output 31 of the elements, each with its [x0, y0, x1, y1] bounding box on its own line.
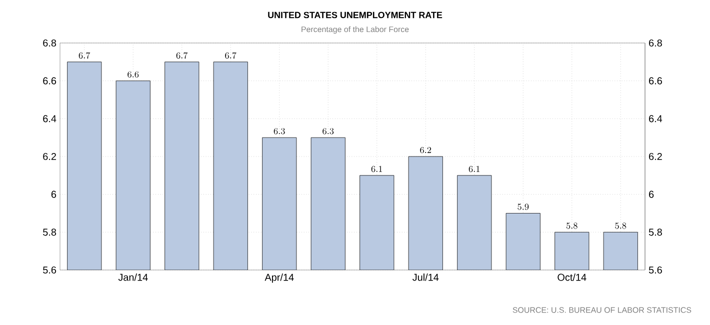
data-label: 6.7: [78, 52, 90, 59]
y2-tick-label: 6: [649, 190, 654, 198]
y-tick-label: 5.8: [43, 228, 56, 236]
data-label: 6.3: [322, 128, 334, 134]
y-tick-label: 6.2: [43, 152, 56, 160]
chart-title: UNITED STATES UNEMPLOYMENT RATE: [268, 12, 442, 18]
data-label: 5.8: [615, 222, 626, 229]
y2-tick-label: 5.8: [648, 228, 662, 236]
y2-tick-label: 6.8: [649, 39, 662, 47]
y2-tick-label: 6.2: [649, 152, 662, 160]
data-label: 6.3: [274, 128, 285, 134]
data-label: 5.8: [566, 222, 578, 229]
data-label: 5.9: [518, 204, 529, 210]
y2-tick-label: 5.6: [648, 266, 662, 274]
y2-tick-label: 6.6: [649, 77, 662, 84]
data-label: 6.7: [176, 52, 188, 59]
data-label: 6.2: [420, 147, 432, 154]
y-tick-label: 6.8: [43, 39, 56, 47]
x-tick-label: Jul/14: [412, 274, 439, 281]
data-label: 6.7: [225, 52, 236, 59]
x-tick-label: Apr/14: [264, 274, 294, 283]
y-tick-label: 6.4: [43, 115, 56, 122]
y2-tick-label: 6.4: [649, 115, 662, 122]
x-tick-label: Jan/14: [118, 274, 148, 281]
data-label: 6. 1: [371, 166, 382, 172]
y-tick-label: 5.6: [43, 266, 56, 274]
y-tick-label: 6: [51, 190, 56, 198]
data-label: 6.6: [128, 71, 139, 78]
data-label: 6. 1: [468, 166, 480, 172]
x-tick-label: Oct/14: [558, 274, 586, 281]
y-tick-label: 6.6: [43, 77, 56, 84]
